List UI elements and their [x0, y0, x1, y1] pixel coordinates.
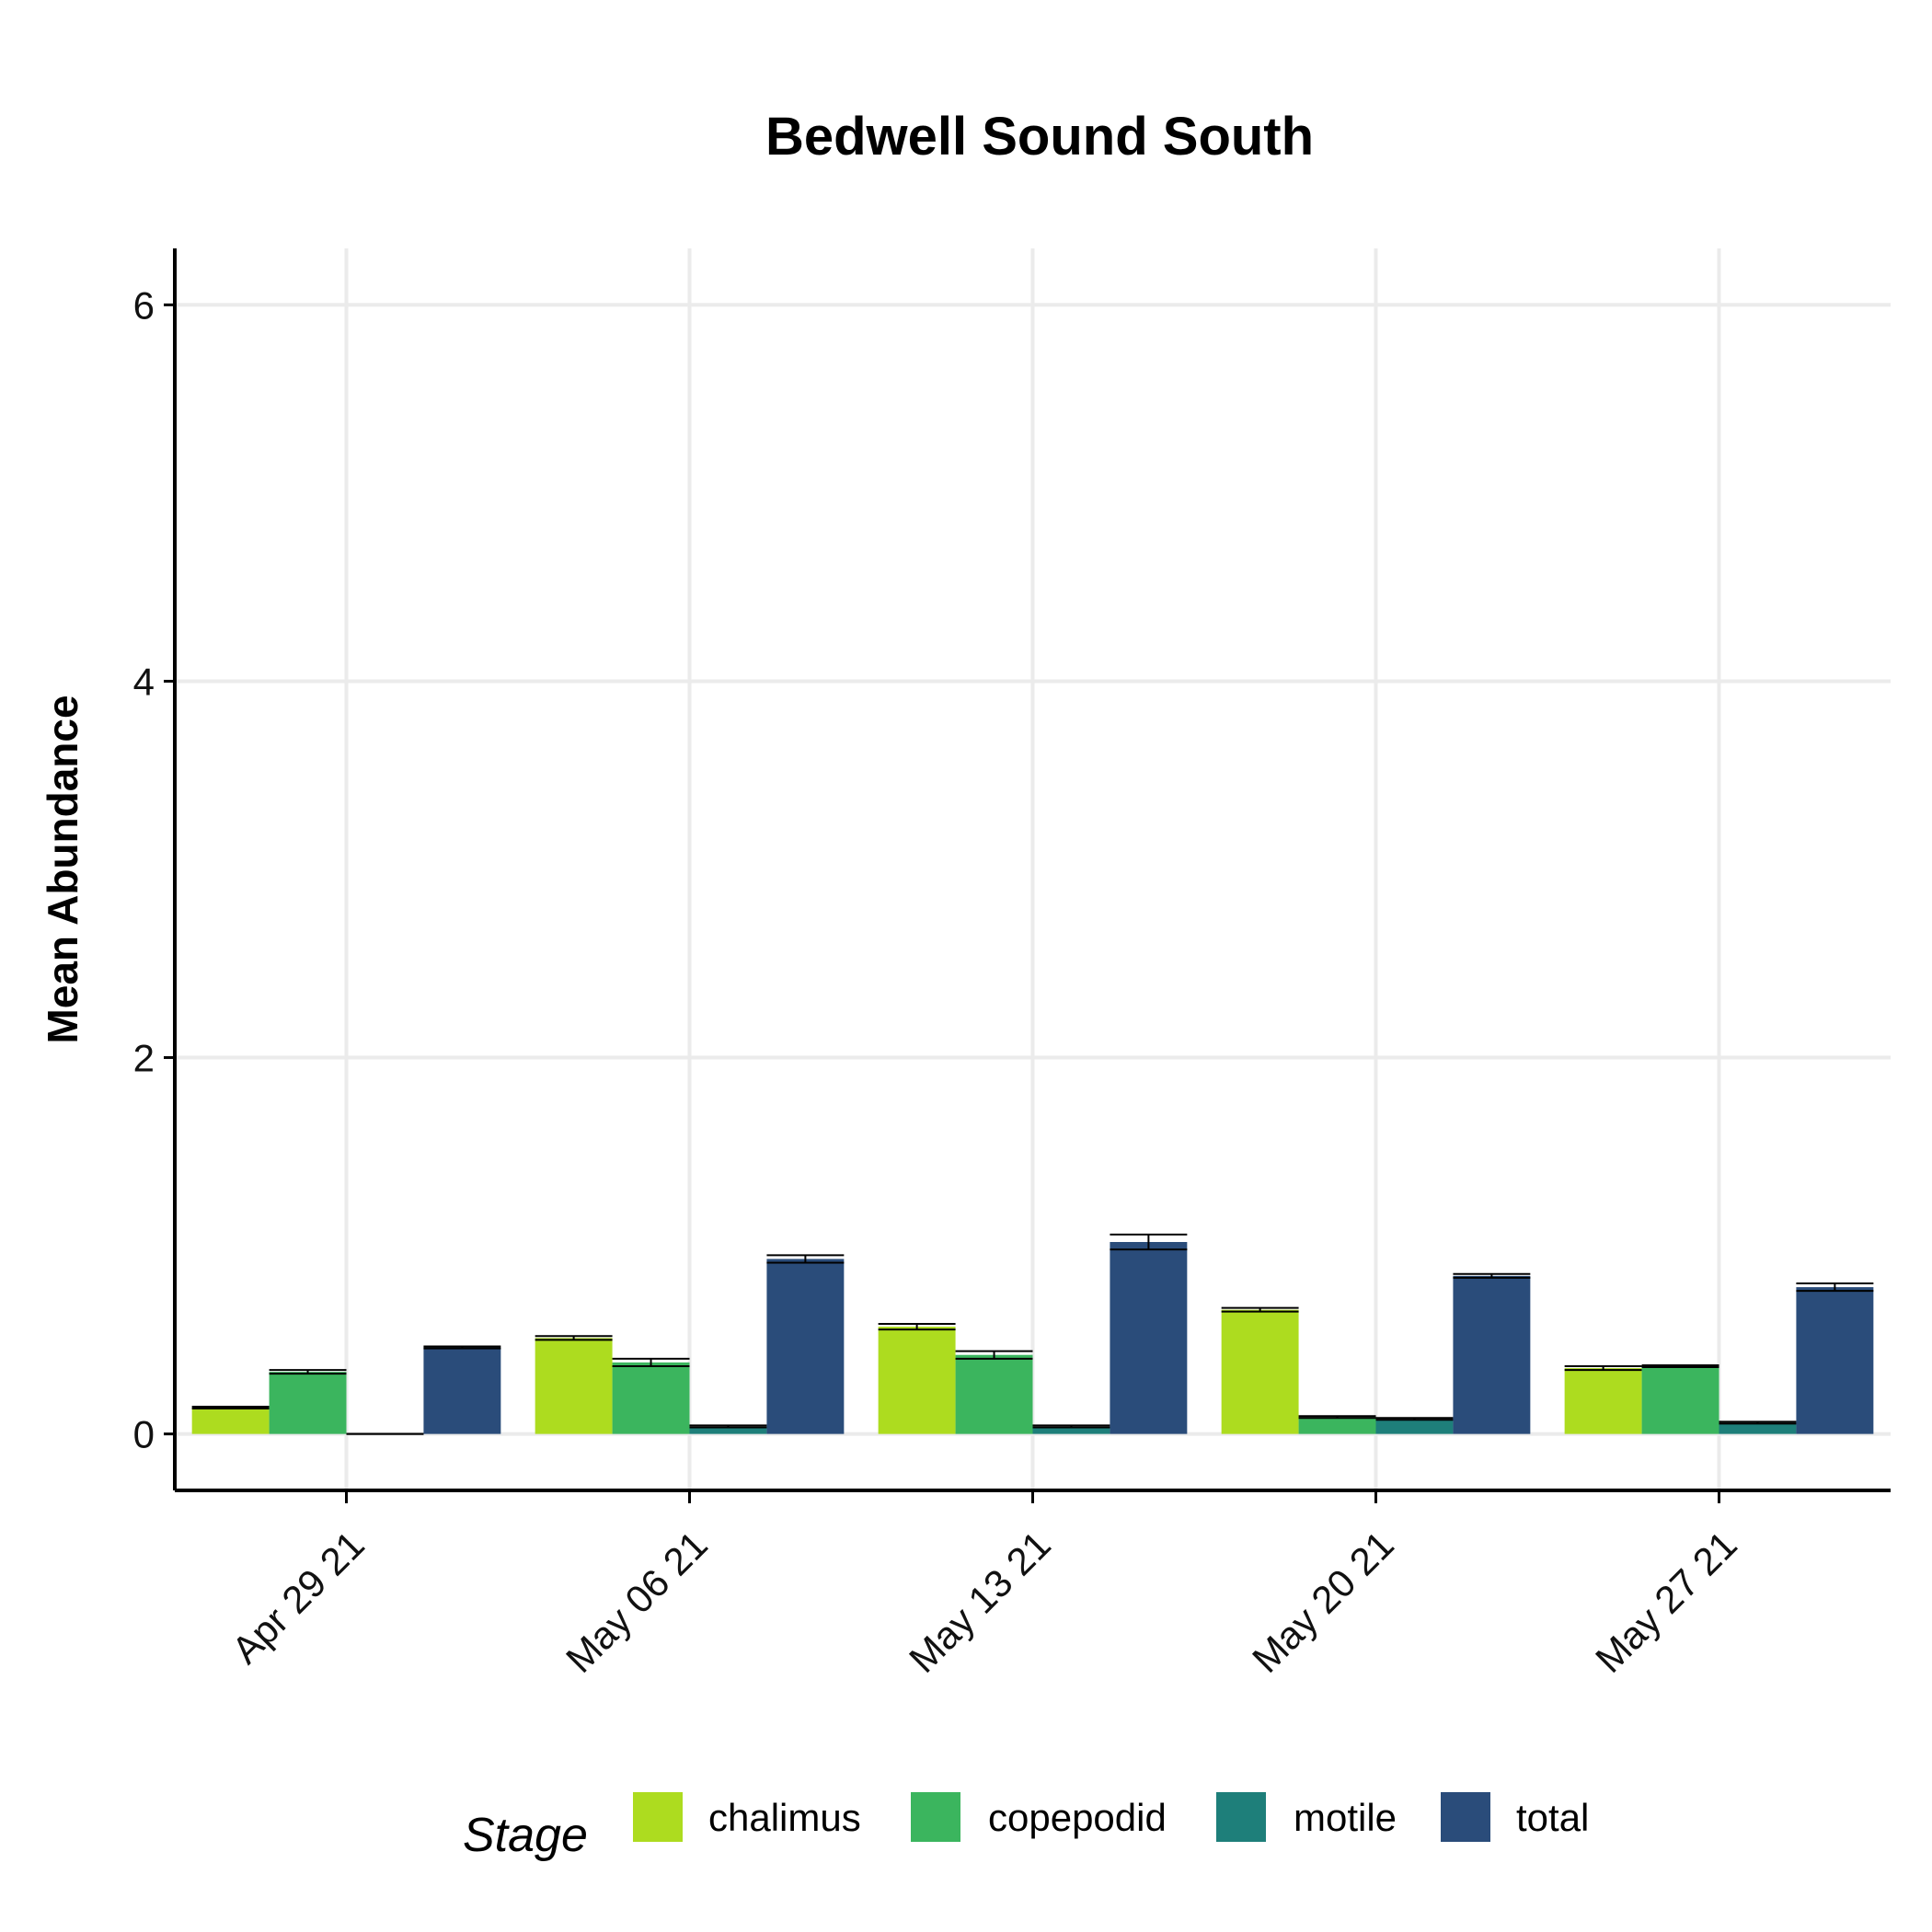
error-bar-chalimus: [878, 1322, 956, 1331]
error-bar-motile: [689, 1424, 767, 1429]
error-bar-total: [423, 1345, 501, 1350]
legend-label-chalimus: chalimus: [708, 1796, 861, 1839]
error-bar-chalimus: [191, 1405, 270, 1410]
axes: [164, 248, 1891, 1503]
bar-copepodid: [955, 1354, 1033, 1434]
y-tick-label: 2: [133, 1037, 155, 1080]
bar-chalimus: [191, 1408, 270, 1434]
x-tick-label: May 20 21: [1244, 1523, 1402, 1681]
error-bar-chalimus: [1221, 1306, 1299, 1313]
legend-key-motile: [1216, 1792, 1266, 1842]
y-axis-label: Mean Abundance: [39, 695, 86, 1043]
legend-label-total: total: [1516, 1796, 1589, 1839]
bar-chalimus: [535, 1338, 613, 1434]
error-bar-copepodid: [1641, 1363, 1719, 1369]
bar-total: [1796, 1287, 1874, 1434]
error-bar-motile: [1375, 1417, 1454, 1421]
error-bar-motile: [1032, 1424, 1110, 1429]
bar-chalimus: [878, 1327, 956, 1434]
tick-labels: 0 2 4 6 Apr 29 21 May 06 21 May 13 21 May 20 21…: [133, 283, 1745, 1681]
bars-layer: [191, 1233, 1874, 1435]
bar-total: [1453, 1275, 1531, 1434]
bar-chalimus: [1221, 1309, 1299, 1434]
error-bar-copepodid: [1298, 1415, 1376, 1420]
bar-motile: [1719, 1422, 1797, 1434]
bar-copepodid: [1298, 1417, 1376, 1434]
legend-key-copepodid: [911, 1792, 960, 1842]
bar-total: [766, 1259, 845, 1434]
error-bar-chalimus: [535, 1335, 613, 1341]
legend-key-chalimus: [633, 1792, 683, 1842]
x-tick-label: May 13 21: [901, 1523, 1059, 1681]
x-tick-label: Apr 29 21: [224, 1523, 373, 1672]
legend-title: Stage: [463, 1809, 588, 1862]
error-bar-total: [1453, 1272, 1531, 1279]
error-bar-motile: [1719, 1420, 1797, 1425]
x-tick-label: May 27 21: [1587, 1523, 1745, 1681]
bar-motile: [689, 1426, 767, 1434]
error-bar-total: [1110, 1233, 1188, 1251]
error-bar-total: [1796, 1282, 1874, 1293]
legend-label-motile: motile: [1294, 1796, 1397, 1839]
legend-label-copepodid: copepodid: [988, 1796, 1167, 1839]
x-tick-label: May 06 21: [558, 1523, 716, 1681]
error-bar-total: [766, 1254, 845, 1264]
legend-key-total: [1441, 1792, 1490, 1842]
bar-chalimus: [1564, 1368, 1642, 1434]
grid-lines: [175, 248, 1891, 1490]
y-tick-label: 0: [133, 1413, 155, 1456]
y-tick-label: 4: [133, 660, 155, 703]
bar-total: [1110, 1242, 1188, 1434]
bar-total: [423, 1347, 501, 1434]
bar-copepodid: [1641, 1366, 1719, 1434]
legend: Stage chalimus copepodid motile total: [463, 1792, 1589, 1862]
bar-motile: [1375, 1419, 1454, 1434]
chart-title: Bedwell Sound South: [765, 107, 1314, 167]
y-tick-label: 6: [133, 283, 155, 327]
error-bar-chalimus: [1564, 1365, 1642, 1372]
error-bar-copepodid: [269, 1369, 347, 1375]
bar-copepodid: [269, 1372, 347, 1434]
bar-copepodid: [612, 1362, 690, 1434]
error-bar-copepodid: [612, 1357, 690, 1367]
bar-motile: [1032, 1426, 1110, 1434]
error-bar-copepodid: [955, 1350, 1033, 1360]
